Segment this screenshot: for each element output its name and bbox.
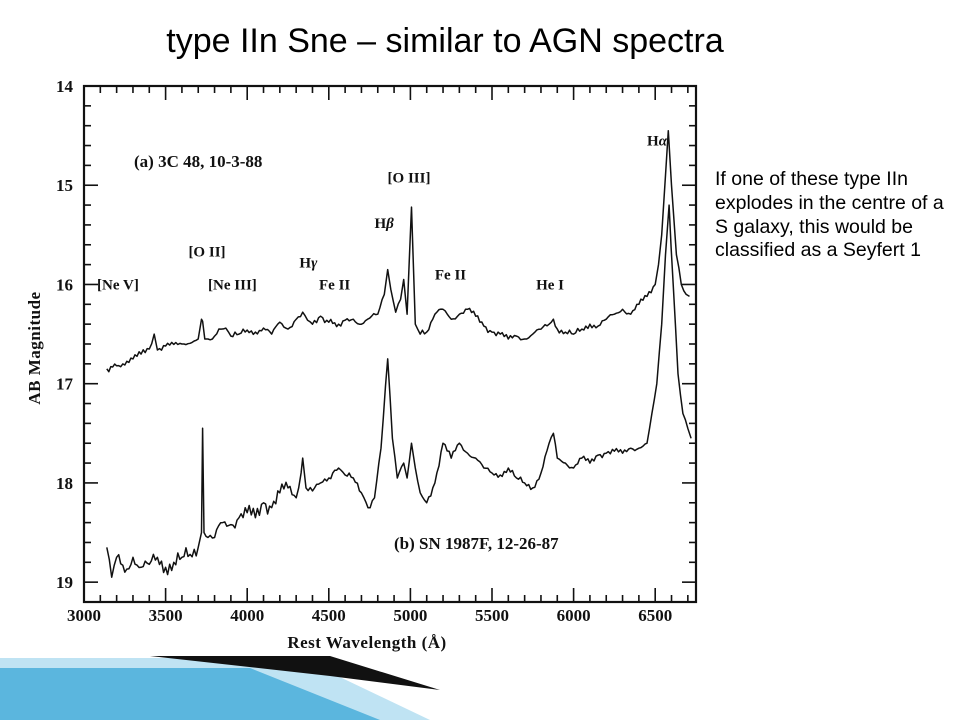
line-id-label: [Ne V] [97, 277, 139, 293]
y-tick-label: 19 [56, 573, 73, 592]
line-id-element: H [299, 256, 311, 272]
y-tick-label: 18 [56, 474, 73, 493]
series-name-label: (b) SN 1987F, 12-26-87 [394, 534, 559, 553]
x-tick-label: 5000 [393, 606, 427, 625]
x-tick-label: 3000 [67, 606, 101, 625]
x-tick-label: 4000 [230, 606, 264, 625]
line-id-greek: γ [311, 256, 318, 272]
line-id-label: [O III] [388, 170, 431, 186]
series-line [106, 129, 690, 373]
ribbon-blue [0, 668, 380, 720]
line-id-greek: α [659, 134, 668, 150]
y-tick-label: 14 [56, 77, 74, 96]
y-tick-label: 15 [56, 176, 73, 195]
line-id-label: Fe II [435, 268, 466, 284]
x-tick-label: 5500 [475, 606, 509, 625]
line-id-element: H [647, 134, 659, 150]
slide-title: type IIn Sne – similar to AGN spectra [166, 22, 724, 60]
series-labels: (a) 3C 48, 10-3-88 (b) SN 1987F, 12-26-87 [134, 152, 559, 553]
ribbon-dark [150, 656, 440, 690]
series-name-label: (a) 3C 48, 10-3-88 [134, 152, 262, 171]
line-id-greek: β [385, 216, 394, 232]
x-tick-label: 3500 [149, 606, 183, 625]
y-tick-label: 16 [56, 275, 73, 294]
x-tick-label: 6000 [557, 606, 591, 625]
line-id-label: Hβ [374, 216, 394, 232]
line-id-label: Fe II [319, 277, 350, 293]
axis-ticks [84, 86, 696, 602]
line-id-label: Hα [647, 134, 668, 150]
line-id-label: He I [536, 277, 564, 293]
line-annotations: Hα [O III] Hβ [O II] Hγ [Ne V] [Ne III] Fe II Fe… [97, 134, 668, 294]
x-tick-label: 6500 [638, 606, 672, 625]
series-line [106, 204, 692, 578]
x-tick-label: 4500 [312, 606, 346, 625]
series-lines [106, 129, 692, 578]
tick-labels: 3000 3500 4000 4500 5000 5500 6000 6500 14 15 16 17… [56, 77, 672, 625]
side-note: If one of these type IIn explodes in the… [715, 168, 944, 262]
y-tick-label: 17 [56, 375, 74, 394]
x-axis-title: Rest Wavelength (Å) [287, 633, 446, 652]
line-id-label: [O II] [188, 245, 225, 261]
y-axis-title: AB Magnitude [25, 291, 44, 404]
line-id-element: H [374, 216, 386, 232]
line-id-label: [Ne III] [208, 277, 257, 293]
line-id-label: Hγ [299, 256, 318, 272]
